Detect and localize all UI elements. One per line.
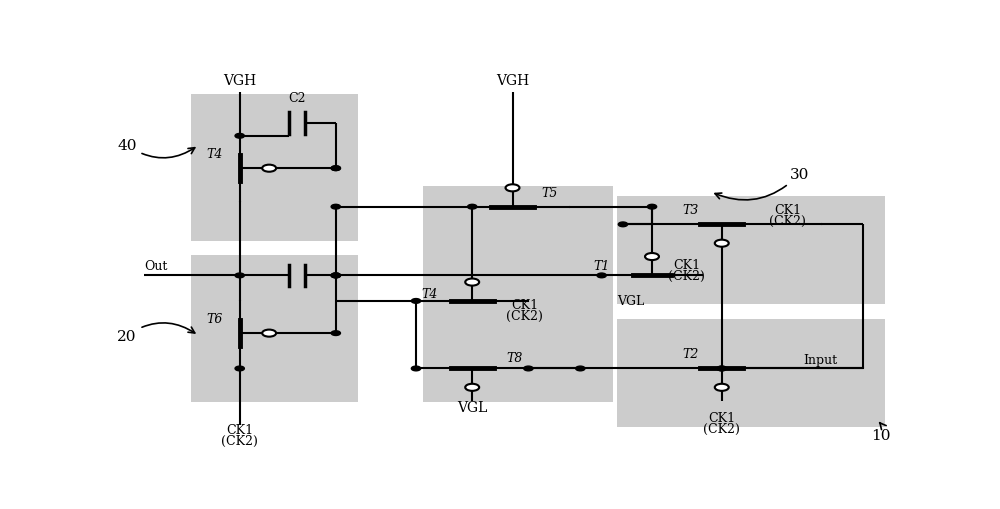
Circle shape [717,366,726,371]
Circle shape [331,166,340,171]
Circle shape [645,253,659,261]
Text: CK1: CK1 [673,259,700,271]
Text: VGH: VGH [496,74,529,88]
Circle shape [331,273,340,278]
Text: (CK2): (CK2) [506,310,543,323]
Circle shape [235,273,244,278]
Text: 20: 20 [117,323,195,343]
Circle shape [468,205,477,210]
Circle shape [235,134,244,139]
Text: CK1: CK1 [511,299,538,312]
Bar [423,186,613,402]
Text: T2: T2 [683,347,699,360]
Text: CK1: CK1 [226,423,253,436]
Text: Input: Input [803,354,837,366]
Text: Out: Out [144,260,168,272]
Text: (CK2): (CK2) [221,434,258,447]
Circle shape [262,330,276,337]
Circle shape [262,165,276,173]
Text: C2: C2 [288,92,306,105]
Bar [617,320,885,428]
Circle shape [331,273,340,278]
Text: 10: 10 [871,423,890,442]
Text: (CK2): (CK2) [769,214,806,228]
Circle shape [465,279,479,286]
Circle shape [618,222,628,227]
Text: CK1: CK1 [708,411,735,424]
Text: 30: 30 [715,168,809,201]
Bar [617,196,885,304]
Circle shape [506,185,519,192]
Text: (CK2): (CK2) [703,422,740,435]
Circle shape [576,366,585,371]
Circle shape [597,273,606,278]
Circle shape [331,205,340,210]
Circle shape [331,273,340,278]
Text: VGH: VGH [223,74,256,88]
Circle shape [715,240,729,247]
Circle shape [331,331,340,336]
Circle shape [331,166,340,171]
Text: VGL: VGL [617,295,644,308]
Text: (CK2): (CK2) [668,269,705,282]
Circle shape [465,384,479,391]
Circle shape [717,366,726,371]
Text: T8: T8 [507,351,523,364]
Text: T6: T6 [207,312,223,325]
Text: CK1: CK1 [774,204,801,216]
Text: T5: T5 [542,187,558,200]
Circle shape [411,299,421,304]
Bar [191,255,358,402]
Circle shape [524,366,533,371]
Circle shape [715,384,729,391]
Bar [191,94,358,241]
Text: T3: T3 [683,204,699,216]
Text: VGL: VGL [457,401,487,414]
Circle shape [235,366,244,371]
Text: T4: T4 [207,148,223,160]
Text: 40: 40 [117,139,195,158]
Text: T4: T4 [421,288,438,301]
Text: T1: T1 [593,260,610,272]
Circle shape [647,205,657,210]
Circle shape [411,366,421,371]
